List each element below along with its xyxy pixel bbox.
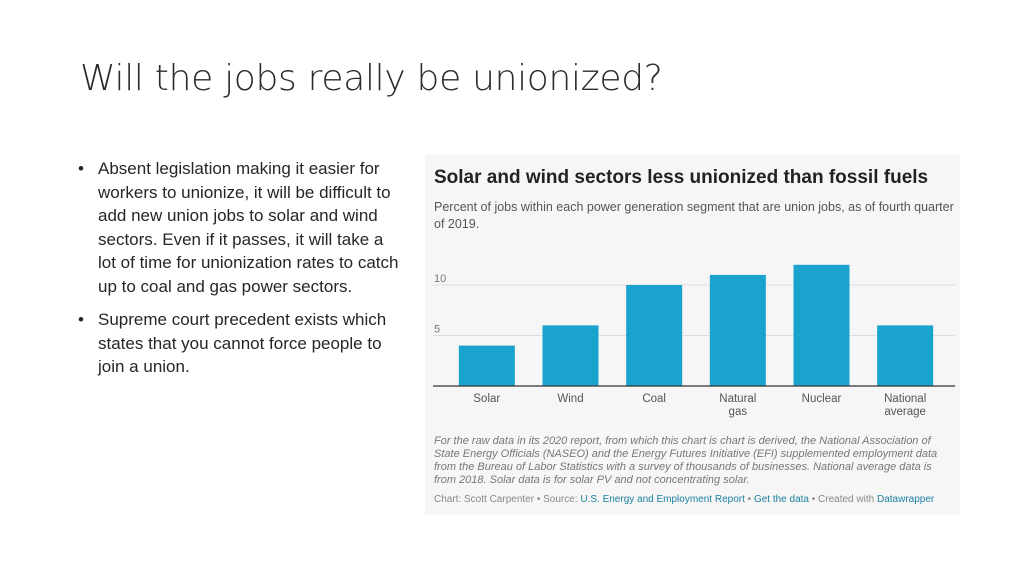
get-data-link[interactable]: Get the data bbox=[753, 494, 809, 505]
x-category-label: Natural bbox=[719, 393, 756, 405]
x-category-label: National bbox=[884, 393, 926, 405]
source-link[interactable]: U.S. Energy and Employment Report bbox=[580, 494, 745, 505]
y-tick-label: 10 bbox=[434, 273, 446, 285]
x-category-label: Solar bbox=[473, 393, 500, 405]
bullet-text: Supreme court precedent exists which sta… bbox=[98, 310, 387, 376]
x-category-label: Nuclear bbox=[802, 393, 842, 405]
bullet-icon: • bbox=[78, 310, 84, 329]
bullet-text: Absent legislation making it easier for … bbox=[98, 159, 399, 296]
bullet-icon: • bbox=[78, 159, 84, 178]
chart-credit: Chart: Scott Carpenter • Source: bbox=[434, 494, 581, 505]
footer-created-with: • Created with bbox=[808, 494, 877, 505]
footer-separator: • bbox=[744, 494, 754, 505]
chart-footer: Chart: Scott Carpenter • Source: U.S. En… bbox=[434, 494, 959, 505]
bar-wind bbox=[542, 325, 599, 386]
bullet-item: • Supreme court precedent exists which s… bbox=[78, 308, 403, 379]
bullet-list: • Absent legislation making it easier fo… bbox=[78, 157, 403, 389]
chart-panel: Solar and wind sectors less unionized th… bbox=[425, 155, 960, 515]
bar-national-average bbox=[877, 325, 934, 386]
chart-notes: For the raw data in its 2020 report, fro… bbox=[434, 435, 938, 486]
slide-title: Will the jobs really be unionized? bbox=[80, 58, 663, 99]
x-category-label: gas bbox=[729, 406, 748, 418]
bullet-item: • Absent legislation making it easier fo… bbox=[78, 157, 403, 298]
chart-title: Solar and wind sectors less unionized th… bbox=[434, 167, 929, 188]
x-category-label: Coal bbox=[642, 393, 666, 405]
x-category-label: average bbox=[884, 406, 926, 418]
bar-natural-gas bbox=[709, 274, 766, 386]
datawrapper-link[interactable]: Datawrapper bbox=[876, 494, 935, 505]
bar-solar bbox=[458, 345, 515, 386]
chart-subtitle: Percent of jobs within each power genera… bbox=[434, 200, 954, 231]
bar-coal bbox=[626, 285, 683, 386]
bar-nuclear bbox=[793, 264, 850, 386]
y-tick-label: 5 bbox=[434, 324, 440, 336]
x-category-label: Wind bbox=[557, 393, 583, 405]
